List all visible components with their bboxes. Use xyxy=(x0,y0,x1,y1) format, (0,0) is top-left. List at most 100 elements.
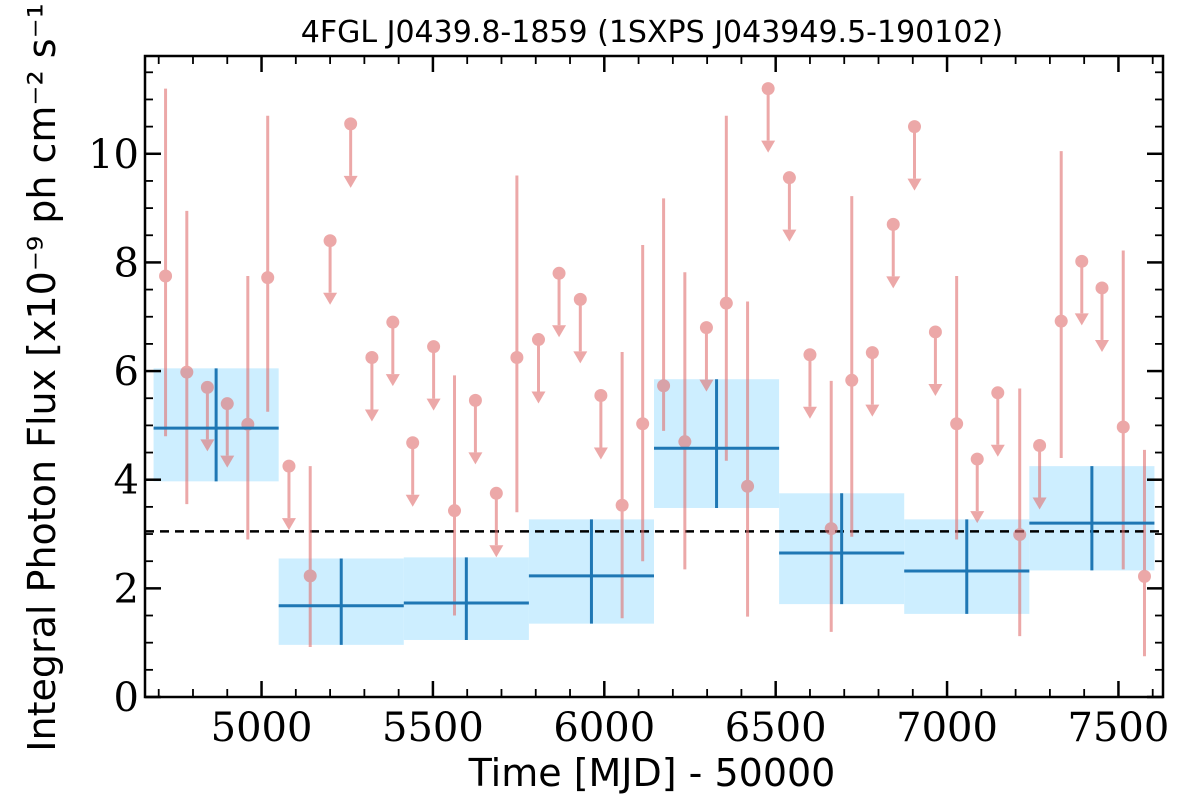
upper-limit xyxy=(1094,281,1109,352)
upper-limit-marker xyxy=(865,346,879,360)
upper-limit-arrowhead xyxy=(573,351,588,364)
upper-limit-marker xyxy=(531,333,545,347)
detection-marker xyxy=(1116,420,1130,434)
detection-point xyxy=(448,375,462,616)
upper-limit-arrowhead xyxy=(200,439,215,452)
detection-marker xyxy=(845,373,859,387)
detection-marker xyxy=(741,479,755,493)
upper-limit-arrowhead xyxy=(426,398,441,411)
detection-point xyxy=(678,272,692,570)
upper-limit xyxy=(699,321,714,392)
upper-limit-arrowhead xyxy=(761,140,776,153)
axes-frame xyxy=(143,54,1165,699)
upper-limit-marker xyxy=(907,120,921,134)
upper-limit xyxy=(405,436,420,507)
chart-title: 4FGL J0439.8-1859 (1SXPS J043949.5-19010… xyxy=(301,15,1003,50)
detection-marker xyxy=(510,350,524,364)
y-tick-label: 0 xyxy=(114,675,139,721)
detection-marker xyxy=(1137,569,1151,583)
detection-point xyxy=(159,88,173,437)
detection-point xyxy=(741,301,755,617)
upper-limit xyxy=(802,348,817,419)
detection-marker xyxy=(180,365,194,379)
detection-marker xyxy=(303,569,317,583)
upper-limit xyxy=(489,486,504,558)
upper-limit-marker xyxy=(323,234,337,248)
bin-markers xyxy=(153,368,1155,645)
upper-limit xyxy=(573,292,588,364)
upper-limit xyxy=(782,171,797,242)
upper-limit-marker xyxy=(365,350,379,364)
upper-limit xyxy=(323,234,338,305)
upper-limit-arrowhead xyxy=(782,229,797,242)
detection-marker xyxy=(1013,528,1027,542)
upper-limit xyxy=(907,120,922,191)
upper-limit-arrowhead xyxy=(281,518,296,531)
upper-limit-arrowhead xyxy=(907,178,922,191)
upper-limit-arrowhead xyxy=(699,379,714,392)
upper-limit-arrowhead xyxy=(802,406,817,419)
upper-limit-marker xyxy=(594,389,608,403)
upper-limit-marker xyxy=(1095,281,1109,295)
y-tick-label: 4 xyxy=(114,458,139,504)
upper-limit-arrowhead xyxy=(468,452,483,465)
upper-limit-marker xyxy=(552,266,566,280)
x-tick-label: 6000 xyxy=(553,705,655,751)
upper-limit-arrowhead xyxy=(364,409,379,422)
detection-point xyxy=(510,175,524,513)
detection-point xyxy=(261,115,275,412)
x-tick-label: 6500 xyxy=(725,705,827,751)
upper-limit-marker xyxy=(468,393,482,407)
upper-limit-marker xyxy=(386,315,400,329)
upper-limit-arrowhead xyxy=(865,404,880,417)
plot-frame xyxy=(143,54,1165,699)
upper-limit xyxy=(343,117,358,188)
upper-limit xyxy=(990,386,1005,457)
upper-limit-arrowhead xyxy=(220,455,235,468)
upper-limit xyxy=(928,325,943,396)
upper-limit xyxy=(200,380,215,452)
upper-limit xyxy=(281,459,296,531)
detection-marker xyxy=(615,498,629,512)
upper-limit xyxy=(886,217,901,289)
detection-point xyxy=(636,245,650,562)
data-points xyxy=(159,82,1151,657)
upper-limit-arrowhead xyxy=(886,276,901,289)
upper-limit xyxy=(865,346,880,417)
upper-limit xyxy=(1074,254,1089,326)
upper-limit-marker xyxy=(282,459,296,473)
upper-limit-arrowhead xyxy=(323,292,338,305)
upper-limit-arrowhead xyxy=(405,494,420,507)
upper-limit-marker xyxy=(220,397,234,411)
axis-ticks: 5000 5500 6000 6500 7000 7500 0 2 4 6 8 10 xyxy=(88,56,1169,751)
upper-limit-marker xyxy=(1075,254,1089,268)
bin-boxes xyxy=(153,368,1155,645)
x-tick-label: 7000 xyxy=(896,705,998,751)
y-tick-label: 2 xyxy=(114,566,139,612)
detection-marker xyxy=(824,522,838,536)
detection-marker xyxy=(678,435,692,449)
x-tick-label: 7500 xyxy=(1068,705,1170,751)
detection-marker xyxy=(950,417,964,431)
detection-point xyxy=(1054,151,1068,458)
upper-limit-marker xyxy=(1033,438,1047,452)
x-tick-label: 5500 xyxy=(382,705,484,751)
detection-marker xyxy=(657,379,671,393)
upper-limit-marker xyxy=(573,292,587,306)
detection-point xyxy=(1137,449,1151,657)
detection-marker xyxy=(719,296,733,310)
upper-limit-marker xyxy=(803,348,817,362)
upper-limit-marker xyxy=(489,486,503,500)
upper-limit xyxy=(552,266,567,338)
upper-limit-arrowhead xyxy=(552,325,567,338)
detection-marker xyxy=(448,504,462,518)
detection-point xyxy=(657,198,671,431)
upper-limit xyxy=(426,340,441,411)
upper-limit-arrowhead xyxy=(990,444,1005,457)
upper-limit-arrowhead xyxy=(531,391,546,404)
y-tick-label: 6 xyxy=(114,349,139,395)
upper-limit-marker xyxy=(427,340,441,354)
upper-limit-marker xyxy=(406,436,420,450)
detection-marker xyxy=(636,417,650,431)
